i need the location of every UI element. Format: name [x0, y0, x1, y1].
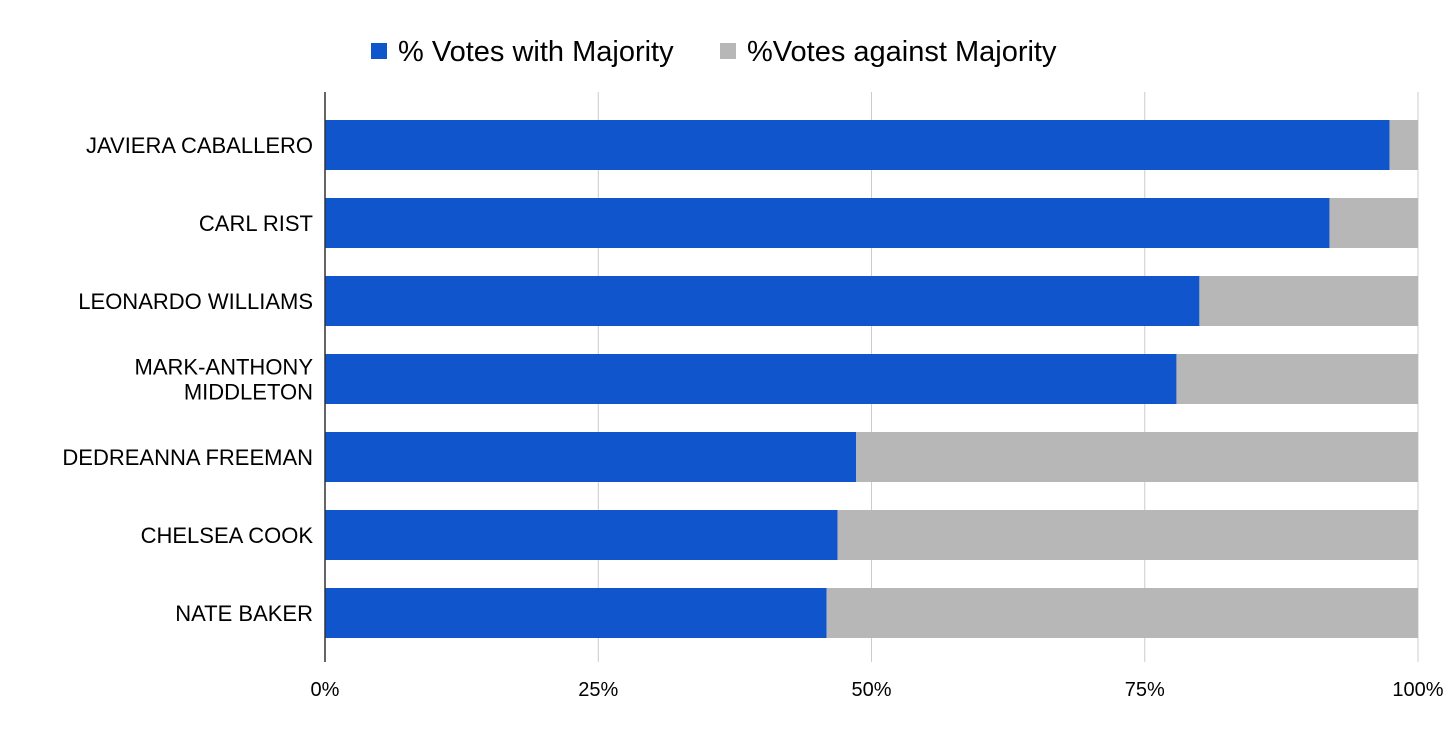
category-label-line: CARL RIST — [199, 211, 313, 236]
legend-swatch-against-majority — [720, 43, 736, 59]
category-label-line: CHELSEA COOK — [141, 523, 314, 548]
category-label: CARL RIST — [199, 211, 313, 236]
category-label-line: DEDREANNA FREEMAN — [62, 445, 313, 470]
bar-against-majority-dedreanna-freeman — [856, 432, 1418, 482]
bar-against-majority-chelsea-cook — [837, 510, 1418, 560]
bar-against-majority-carl-rist — [1329, 198, 1418, 248]
category-label-line: NATE BAKER — [175, 601, 313, 626]
x-tick-label: 75% — [1125, 679, 1165, 701]
x-tick-label: 100% — [1392, 679, 1443, 701]
x-tick-label: 50% — [851, 679, 891, 701]
legend-label-against-majority: %Votes against Majority — [747, 36, 1057, 68]
category-label-line: MIDDLETON — [184, 380, 313, 405]
bars — [325, 120, 1418, 638]
bar-against-majority-javiera-caballero — [1389, 120, 1418, 170]
category-labels: JAVIERA CABALLERO CARL RIST LEONARDO WILLI… — [62, 133, 313, 626]
bar-with-majority-chelsea-cook — [325, 510, 838, 560]
bar-with-majority-nate-baker — [325, 588, 827, 638]
category-label: DEDREANNA FREEMAN — [62, 445, 313, 470]
bar-with-majority-mark-anthony-middleton — [325, 354, 1177, 404]
category-label: LEONARDO WILLIAMS — [78, 289, 313, 314]
category-label-line: MARK-ANTHONY — [135, 355, 314, 380]
category-label: JAVIERA CABALLERO — [86, 133, 313, 158]
category-label: NATE BAKER — [175, 601, 313, 626]
bar-against-majority-leonardo-williams — [1199, 276, 1418, 326]
bar-against-majority-nate-baker — [826, 588, 1418, 638]
bar-with-majority-javiera-caballero — [325, 120, 1390, 170]
bar-with-majority-carl-rist — [325, 198, 1330, 248]
category-label-line: JAVIERA CABALLERO — [86, 133, 313, 158]
x-tick-label: 0% — [311, 679, 340, 701]
category-label-line: LEONARDO WILLIAMS — [78, 289, 313, 314]
category-label: MARK-ANTHONY MIDDLETON — [135, 355, 314, 405]
category-label: CHELSEA COOK — [141, 523, 314, 548]
x-tick-labels: 0% 25% 50% 75% 100% — [311, 679, 1444, 701]
bar-against-majority-mark-anthony-middleton — [1176, 354, 1418, 404]
bar-with-majority-leonardo-williams — [325, 276, 1200, 326]
bar-with-majority-dedreanna-freeman — [325, 432, 857, 482]
x-tick-label: 25% — [578, 679, 618, 701]
legend: % Votes with Majority %Votes against Majo… — [371, 36, 1057, 68]
legend-label-with-majority: % Votes with Majority — [398, 36, 674, 68]
legend-swatch-with-majority — [371, 43, 387, 59]
